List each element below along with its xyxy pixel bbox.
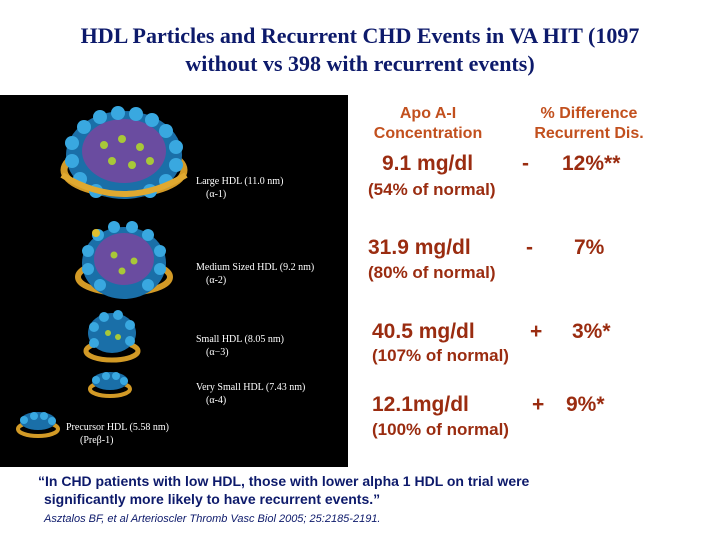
row-1-sign: - <box>522 152 529 175</box>
precursor-hdl-label: Precursor HDL (5.58 nm) (Preβ-1) <box>66 422 169 446</box>
study-quote: “In CHD patients with low HDL, those wit… <box>38 472 529 508</box>
row-3-sign: + <box>530 320 543 343</box>
close-quote-mark: ” <box>373 491 381 507</box>
quote-line-1: In CHD patients with low HDL, those with… <box>45 473 530 489</box>
row-2-sign: - <box>526 236 533 259</box>
title-line-1: HDL Particles and Recurrent CHD Events i… <box>80 23 640 48</box>
very-small-hdl-label: Very Small HDL (7.43 nm) (α-4) <box>196 382 306 406</box>
row-2-difference: 7% <box>574 236 605 259</box>
hdl-particle-illustration: Large HDL (11.0 nm) (α-1) Medium Sized H… <box>0 95 348 467</box>
citation: Asztalos BF, et al Arterioscler Thromb V… <box>44 513 381 525</box>
percent-difference-header: % Difference Recurrent Dis. <box>534 105 644 142</box>
large-hdl-label: Large HDL (11.0 nm) (α-1) <box>196 176 284 200</box>
row-4-concentration: 12.1mg/dl <box>372 393 469 416</box>
row-1-percent-normal: (54% of normal) <box>368 180 496 199</box>
hdl-particles-graphic <box>16 106 188 438</box>
row-2-percent-normal: (80% of normal) <box>368 263 496 282</box>
quote-line-2: significantly more likely to have recurr… <box>44 491 374 507</box>
slide-title: HDL Particles and Recurrent CHD Events i… <box>0 22 720 78</box>
row-3-percent-normal: (107% of normal) <box>372 346 509 365</box>
row-4-percent-normal: (100% of normal) <box>372 420 509 439</box>
row-3-difference: 3%* <box>572 320 611 343</box>
open-quote-mark: “ <box>38 473 45 489</box>
small-hdl-label: Small HDL (8.05 nm) (α−3) <box>196 334 284 358</box>
title-line-2: without vs 398 with recurrent events) <box>185 51 535 76</box>
row-4-difference: 9%* <box>566 393 605 416</box>
row-1-concentration: 9.1 mg/dl <box>382 152 474 175</box>
row-2-concentration: 31.9 mg/dl <box>368 236 471 259</box>
row-4-sign: + <box>532 393 545 416</box>
medium-hdl-label: Medium Sized HDL (9.2 nm) (α-2) <box>196 262 315 286</box>
row-3-concentration: 40.5 mg/dl <box>372 320 475 343</box>
apoa-concentration-header: Apo A-I Concentration <box>373 105 483 142</box>
row-1-difference: 12%** <box>562 152 621 175</box>
small-hdl-particle <box>83 310 141 363</box>
very-small-hdl-particle <box>88 372 132 398</box>
large-hdl-particle <box>60 106 188 199</box>
precursor-hdl-particle <box>16 412 60 438</box>
medium-hdl-particle <box>75 221 173 299</box>
